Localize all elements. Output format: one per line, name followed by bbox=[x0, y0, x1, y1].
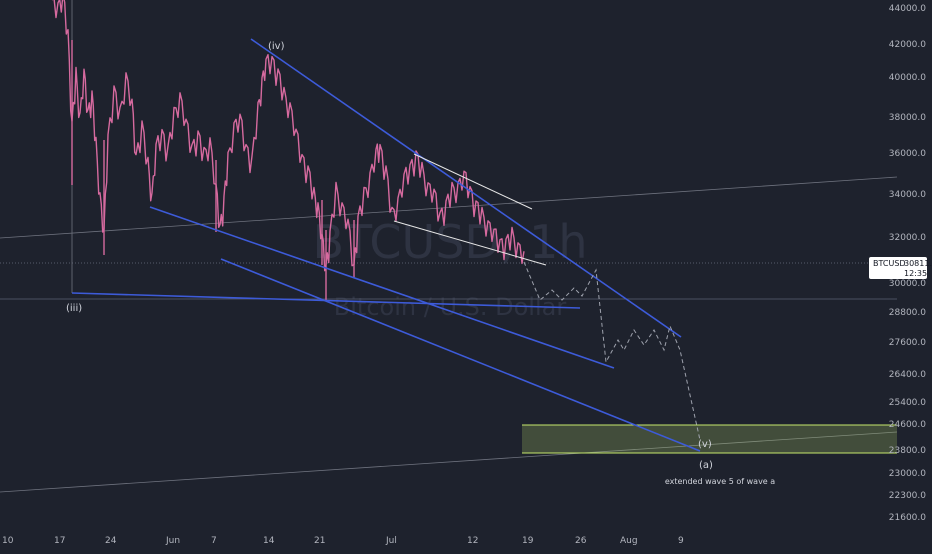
channel-lower-line[interactable] bbox=[393, 220, 547, 266]
x-tick-label: Jul bbox=[385, 536, 397, 546]
x-tick-label: 24 bbox=[105, 536, 117, 546]
wave-label-v: (v) bbox=[698, 439, 712, 450]
x-axis[interactable]: 10 17 24 Jun 7 14 21 Jul 12 19 26 Aug 9 bbox=[2, 536, 684, 546]
x-tick-label: 26 bbox=[575, 536, 587, 546]
x-tick-label: 19 bbox=[522, 536, 534, 546]
last-price-symbol: BTCUSD bbox=[873, 259, 906, 268]
y-tick-label: 40000.0 bbox=[889, 73, 926, 83]
y-tick-label: 32000.0 bbox=[889, 233, 926, 243]
wave-note: extended wave 5 of wave a bbox=[665, 477, 775, 486]
x-tick-label: Jun bbox=[165, 536, 180, 546]
wave-iv-trendline[interactable] bbox=[250, 38, 682, 338]
x-tick-label: 12 bbox=[467, 536, 478, 546]
wave-label-iv: (iv) bbox=[268, 41, 285, 52]
price-trace bbox=[52, 0, 525, 272]
y-tick-label: 21600.0 bbox=[889, 513, 926, 523]
price-series bbox=[52, 0, 525, 300]
channel-lower-trendline[interactable] bbox=[220, 258, 701, 452]
projected-path-line[interactable] bbox=[523, 261, 701, 441]
y-tick-label: 38000.0 bbox=[889, 113, 926, 123]
trendlines[interactable] bbox=[71, 38, 701, 452]
y-tick-label: 44000.0 bbox=[889, 4, 926, 14]
x-tick-label: 7 bbox=[211, 536, 217, 546]
wave-iii-base-trendline[interactable] bbox=[71, 292, 581, 309]
x-tick-label: 14 bbox=[263, 536, 275, 546]
y-tick-label: 27600.0 bbox=[889, 338, 926, 348]
last-price-countdown: 12:35 bbox=[904, 269, 927, 278]
y-tick-label: 42000.0 bbox=[889, 40, 926, 50]
wave-label-a: (a) bbox=[699, 460, 713, 471]
x-tick-label: Aug bbox=[620, 536, 638, 546]
lower-ray-line[interactable] bbox=[0, 431, 898, 493]
y-tick-label: 34000.0 bbox=[889, 190, 926, 200]
wave-label-iii: (iii) bbox=[66, 303, 82, 314]
grid-lines bbox=[0, 262, 897, 300]
y-tick-label: 23000.0 bbox=[889, 469, 926, 479]
last-price-tag-bg bbox=[869, 257, 927, 279]
y-tick-label: 26400.0 bbox=[889, 370, 926, 380]
y-axis[interactable]: 44000.0 42000.0 40000.0 38000.0 36000.0 34000… bbox=[889, 4, 926, 523]
y-tick-label: 23800.0 bbox=[889, 446, 926, 456]
projection-path[interactable] bbox=[523, 261, 701, 441]
x-tick-label: 17 bbox=[54, 536, 65, 546]
y-tick-label: 28800.0 bbox=[889, 308, 926, 318]
channel-upper-line[interactable] bbox=[413, 153, 533, 210]
wedge-lower-trendline[interactable] bbox=[149, 206, 615, 369]
x-tick-label: 10 bbox=[2, 536, 14, 546]
last-price-value: 30811.0 bbox=[904, 259, 932, 268]
y-tick-label: 25400.0 bbox=[889, 398, 926, 408]
y-tick-label: 36000.0 bbox=[889, 149, 926, 159]
y-tick-label: 22300.0 bbox=[889, 491, 926, 501]
x-tick-label: 21 bbox=[314, 536, 325, 546]
y-tick-label: 30000.0 bbox=[889, 279, 926, 289]
target-zone[interactable] bbox=[522, 424, 897, 454]
last-price-tag[interactable]: BTCUSD 30811.0 12:35 bbox=[869, 257, 932, 279]
target-zone-fill[interactable] bbox=[522, 425, 897, 453]
upper-ray-line[interactable] bbox=[0, 176, 898, 239]
y-tick-label: 24600.0 bbox=[889, 420, 926, 430]
x-tick-label: 9 bbox=[678, 536, 684, 546]
